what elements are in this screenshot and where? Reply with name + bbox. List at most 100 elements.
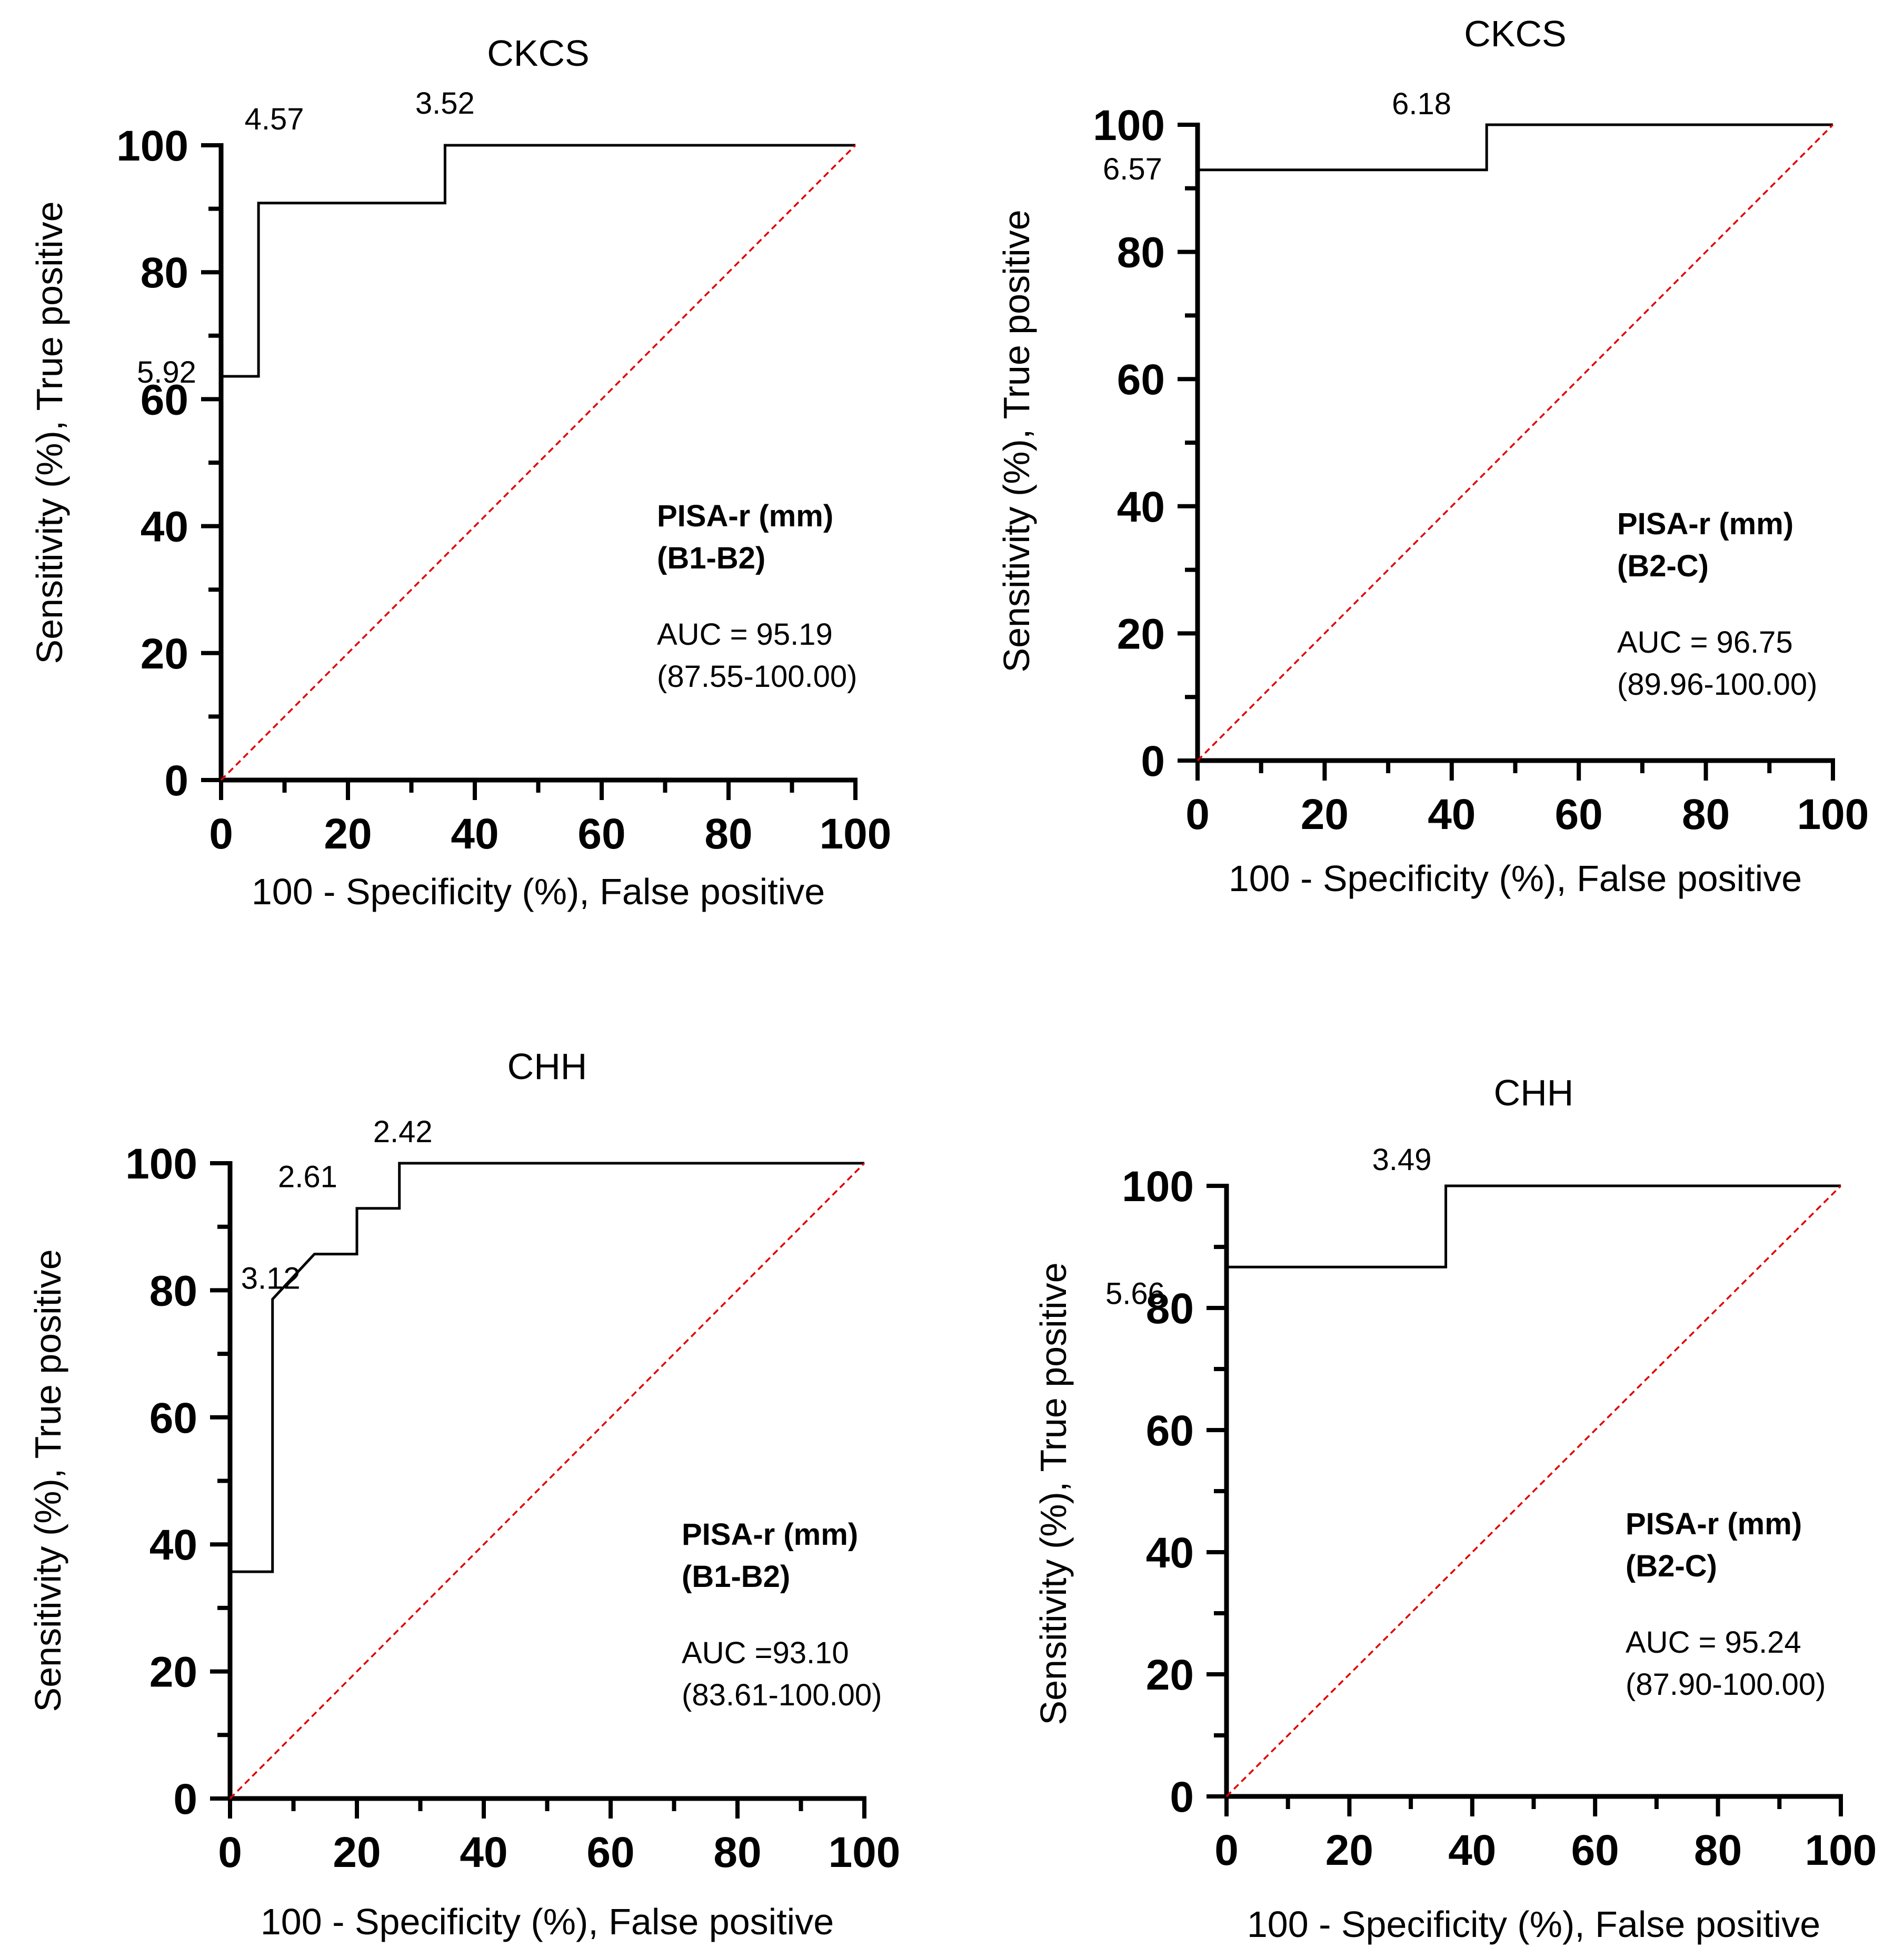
x-tick-label: 40 bbox=[1448, 1826, 1496, 1874]
y-tick-label: 100 bbox=[1093, 102, 1165, 149]
reference-diagonal-line bbox=[220, 144, 856, 781]
x-tick-label: 100 bbox=[1797, 791, 1869, 838]
y-tick-label: 40 bbox=[1146, 1529, 1194, 1577]
x-tick-label: 0 bbox=[1185, 791, 1210, 838]
x-tick-label: 40 bbox=[1428, 791, 1476, 838]
x-tick-label: 80 bbox=[1682, 791, 1730, 838]
annotation-ci: (87.55-100.00) bbox=[657, 660, 857, 694]
annotation-auc: AUC = 95.24 bbox=[1626, 1625, 1801, 1660]
x-tick-label: 80 bbox=[713, 1829, 761, 1876]
x-tick-label: 60 bbox=[586, 1829, 634, 1876]
roc-curve-line bbox=[1196, 123, 1833, 761]
x-tick-label: 60 bbox=[577, 810, 625, 858]
x-tick-label: 20 bbox=[1325, 1826, 1373, 1874]
x-tick-label: 20 bbox=[324, 810, 372, 858]
y-tick-label: 0 bbox=[173, 1775, 197, 1823]
annotation-group: (B1-B2) bbox=[657, 541, 765, 575]
cutoff-label: 2.42 bbox=[373, 1115, 433, 1149]
y-tick-label: 40 bbox=[141, 503, 188, 551]
cutoff-label: 6.57 bbox=[1103, 152, 1162, 186]
annotation-auc: AUC = 95.19 bbox=[657, 617, 833, 652]
x-tick-label: 40 bbox=[451, 810, 499, 858]
x-tick-label: 20 bbox=[1301, 791, 1349, 838]
cutoff-label: 5.92 bbox=[137, 355, 196, 389]
x-tick-label: 100 bbox=[1805, 1826, 1877, 1874]
roc-curve-line bbox=[228, 1162, 864, 1799]
y-tick-label: 80 bbox=[1117, 229, 1165, 277]
x-tick-label: 0 bbox=[209, 810, 233, 858]
y-tick-label: 60 bbox=[1117, 356, 1165, 404]
y-tick-label: 20 bbox=[149, 1649, 197, 1696]
y-tick-label: 60 bbox=[149, 1394, 197, 1442]
annotation-group: (B2-C) bbox=[1617, 549, 1709, 583]
annotation-ci: (83.61-100.00) bbox=[682, 1678, 882, 1712]
reference-diagonal-line bbox=[229, 1162, 865, 1800]
y-tick-label: 60 bbox=[141, 376, 188, 424]
y-tick-label: 0 bbox=[1170, 1773, 1194, 1821]
y-tick-label: 100 bbox=[116, 122, 188, 170]
roc-panel-4: CHH 0 20 40 60 80 100 0 20 40 60 80 100 100 - Specifi… bbox=[1033, 1072, 1877, 1945]
y-tick-label: 40 bbox=[149, 1521, 197, 1569]
annotation-title: PISA-r (mm) bbox=[1617, 507, 1793, 541]
annotation-title: PISA-r (mm) bbox=[657, 499, 833, 533]
y-tick-label: 20 bbox=[1146, 1651, 1194, 1699]
x-axis-title: 100 - Specificity (%), False positive bbox=[252, 871, 825, 912]
x-tick-label: 60 bbox=[1555, 791, 1603, 838]
y-tick-label: 60 bbox=[1146, 1407, 1194, 1455]
x-tick-label: 40 bbox=[460, 1829, 507, 1876]
x-tick-label: 80 bbox=[1694, 1826, 1742, 1874]
roc-panel-3: CHH 0 20 40 60 80 100 0 20 40 60 80 100 100 - Specifi… bbox=[27, 1046, 900, 1942]
cutoff-label: 5.66 bbox=[1105, 1276, 1165, 1311]
x-tick-label: 0 bbox=[1214, 1826, 1239, 1874]
roc-panel-1: CKCS 0 20 40 60 80 100 0 20 40 60 80 100 100 - Specif… bbox=[29, 33, 891, 912]
roc-panel-2: CKCS 0 20 40 60 80 100 0 20 40 60 80 100 100 - Specif… bbox=[996, 13, 1869, 899]
y-tick-label: 0 bbox=[164, 757, 188, 805]
cutoff-label: 4.57 bbox=[245, 102, 304, 136]
y-axis-title: Sensitivity (%), True positive bbox=[27, 1249, 68, 1712]
x-tick-label: 20 bbox=[333, 1829, 381, 1876]
x-tick-label: 60 bbox=[1571, 1826, 1619, 1874]
x-axis-title: 100 - Specificity (%), False positive bbox=[1229, 858, 1802, 899]
y-tick-label: 100 bbox=[1122, 1163, 1194, 1211]
y-tick-label: 0 bbox=[1141, 737, 1165, 785]
y-axis-title: Sensitivity (%), True positive bbox=[29, 201, 70, 664]
annotation-title: PISA-r (mm) bbox=[1626, 1507, 1802, 1541]
annotation-auc: AUC = 96.75 bbox=[1617, 625, 1793, 660]
cutoff-label: 3.52 bbox=[415, 86, 475, 121]
annotation-title: PISA-r (mm) bbox=[682, 1517, 858, 1552]
x-axis-title: 100 - Specificity (%), False positive bbox=[261, 1901, 834, 1942]
annotation-group: (B1-B2) bbox=[682, 1560, 790, 1594]
chart-title: CKCS bbox=[487, 33, 589, 74]
chart-title: CKCS bbox=[1464, 13, 1566, 54]
x-axis-title: 100 - Specificity (%), False positive bbox=[1247, 1904, 1820, 1945]
x-tick-label: 100 bbox=[829, 1829, 901, 1876]
chart-title: CHH bbox=[1494, 1072, 1574, 1113]
y-tick-label: 40 bbox=[1117, 483, 1165, 531]
reference-diagonal-line bbox=[1225, 1185, 1842, 1797]
y-tick-label: 20 bbox=[1117, 610, 1165, 658]
y-axis-title: Sensitivity (%), True positive bbox=[1033, 1262, 1074, 1725]
y-tick-label: 80 bbox=[1146, 1285, 1194, 1333]
y-tick-label: 100 bbox=[125, 1140, 197, 1188]
y-tick-label: 20 bbox=[141, 630, 188, 678]
cutoff-label: 3.49 bbox=[1372, 1143, 1432, 1177]
y-tick-label: 80 bbox=[141, 249, 188, 297]
reference-diagonal-line bbox=[1197, 124, 1834, 762]
x-tick-label: 80 bbox=[704, 810, 752, 858]
cutoff-label: 3.12 bbox=[241, 1261, 301, 1295]
chart-title: CHH bbox=[507, 1046, 587, 1087]
annotation-auc: AUC =93.10 bbox=[682, 1636, 849, 1670]
annotation-group: (B2-C) bbox=[1626, 1549, 1717, 1583]
roc-curve-line bbox=[1225, 1184, 1841, 1796]
x-tick-label: 100 bbox=[820, 810, 892, 858]
roc-curve-line bbox=[220, 144, 855, 780]
y-axis-title: Sensitivity (%), True positive bbox=[996, 209, 1037, 672]
cutoff-label: 6.18 bbox=[1392, 87, 1451, 121]
y-tick-label: 80 bbox=[149, 1267, 197, 1315]
cutoff-label: 2.61 bbox=[278, 1160, 337, 1194]
x-tick-label: 0 bbox=[218, 1829, 242, 1876]
annotation-ci: (87.90-100.00) bbox=[1626, 1667, 1826, 1702]
annotation-ci: (89.96-100.00) bbox=[1617, 667, 1817, 702]
